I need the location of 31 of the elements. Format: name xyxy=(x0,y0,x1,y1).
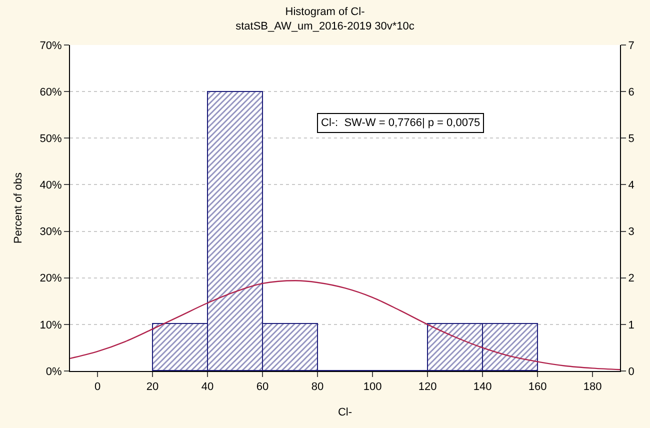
y-tick-label: 40% xyxy=(40,180,62,192)
x-tick-label: 0 xyxy=(94,381,101,394)
x-tick-label: 80 xyxy=(311,381,324,394)
y-tick-label: 30% xyxy=(40,226,62,238)
x-tick-label: 160 xyxy=(528,381,547,394)
y-tick-label: 10% xyxy=(40,319,62,332)
annotation: Cl-: SW-W = 0,7766| p = 0,0075 xyxy=(321,117,480,129)
x-tick-label: 180 xyxy=(583,381,602,394)
x-tick-label: 20 xyxy=(146,381,159,394)
x-tick-label: 40 xyxy=(201,381,214,394)
x-axis-title: Cl- xyxy=(338,406,352,418)
y2-tick-label: 1 xyxy=(628,319,634,332)
y-tick-label: 70% xyxy=(40,40,62,52)
y2-tick-label: 5 xyxy=(628,132,634,145)
y2-tick-label: 2 xyxy=(628,272,634,285)
x-tick-label: 100 xyxy=(363,381,382,394)
y2-tick-label: 6 xyxy=(628,86,634,98)
chart-title: Histogram of Cl- xyxy=(285,6,366,18)
y2-tick-label: 0 xyxy=(628,366,634,378)
chart-subtitle: statSB_AW_um_2016-2019 30v*10c xyxy=(236,20,415,32)
y2-tick-label: 7 xyxy=(628,40,634,52)
y-tick-label: 20% xyxy=(40,272,62,285)
y-tick-label: 60% xyxy=(40,86,62,98)
y2-tick-label: 3 xyxy=(628,226,634,238)
y-axis-title: Percent of obs xyxy=(12,172,24,244)
y-tick-label: 0% xyxy=(46,366,62,378)
x-tick-label: 140 xyxy=(473,381,492,394)
y-tick-label: 50% xyxy=(40,132,62,145)
y2-tick-label: 4 xyxy=(628,180,634,192)
x-tick-label: 120 xyxy=(418,381,437,394)
x-tick-label: 60 xyxy=(256,381,269,394)
